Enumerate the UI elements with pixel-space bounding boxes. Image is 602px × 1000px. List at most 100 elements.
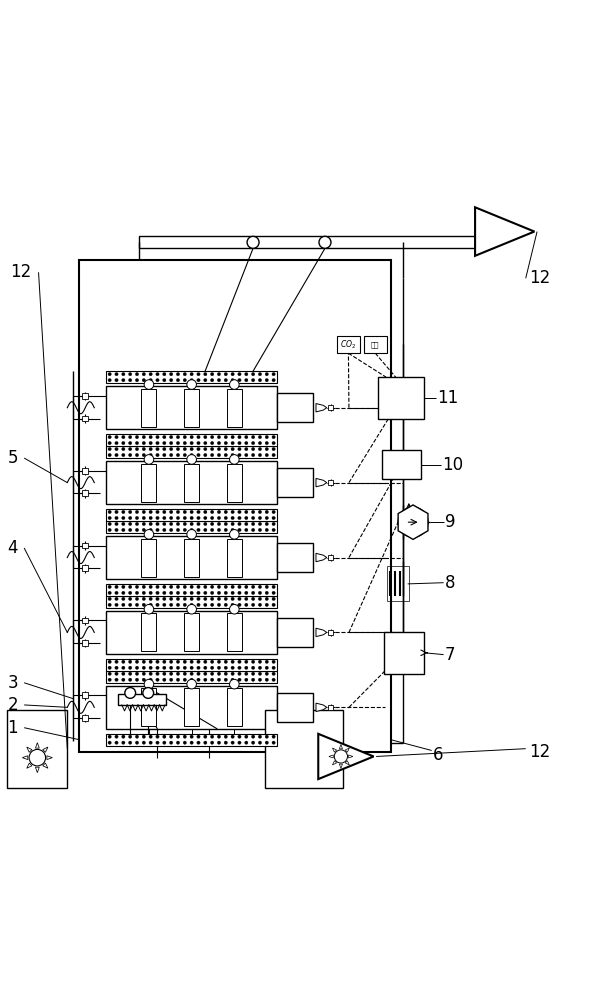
- Bar: [364, 336, 386, 353]
- Circle shape: [170, 597, 173, 601]
- Circle shape: [238, 441, 241, 445]
- Polygon shape: [345, 761, 349, 765]
- Circle shape: [217, 597, 221, 601]
- Circle shape: [211, 603, 214, 607]
- Circle shape: [163, 678, 166, 681]
- Bar: [184, 539, 199, 577]
- Bar: [329, 405, 334, 410]
- Bar: [82, 565, 88, 571]
- Circle shape: [211, 741, 214, 744]
- Circle shape: [135, 522, 138, 526]
- Polygon shape: [316, 703, 327, 712]
- Circle shape: [142, 522, 146, 526]
- Circle shape: [190, 522, 193, 526]
- Circle shape: [258, 678, 262, 681]
- Circle shape: [190, 678, 193, 681]
- Bar: [82, 543, 88, 548]
- Circle shape: [135, 741, 138, 744]
- Circle shape: [252, 528, 255, 532]
- Circle shape: [203, 378, 207, 382]
- Circle shape: [231, 372, 234, 376]
- Circle shape: [183, 666, 187, 669]
- Circle shape: [149, 660, 152, 663]
- Circle shape: [258, 522, 262, 526]
- Bar: [82, 618, 88, 623]
- Circle shape: [258, 741, 262, 744]
- Circle shape: [128, 378, 132, 382]
- Circle shape: [176, 372, 179, 376]
- Circle shape: [197, 666, 200, 669]
- Circle shape: [163, 378, 166, 382]
- Circle shape: [163, 672, 166, 675]
- Circle shape: [197, 372, 200, 376]
- Circle shape: [128, 528, 132, 532]
- Circle shape: [224, 660, 228, 663]
- Circle shape: [142, 597, 146, 601]
- Circle shape: [272, 378, 275, 382]
- Bar: [82, 715, 88, 721]
- Circle shape: [217, 603, 221, 607]
- Circle shape: [108, 741, 111, 744]
- Bar: [106, 461, 277, 504]
- Circle shape: [108, 510, 111, 514]
- Circle shape: [247, 236, 259, 248]
- Circle shape: [108, 453, 111, 457]
- Circle shape: [163, 447, 166, 451]
- Circle shape: [122, 672, 125, 675]
- Circle shape: [115, 372, 118, 376]
- Circle shape: [211, 735, 214, 738]
- Circle shape: [272, 678, 275, 681]
- Bar: [329, 630, 334, 635]
- Circle shape: [272, 735, 275, 738]
- Circle shape: [272, 522, 275, 526]
- Circle shape: [252, 372, 255, 376]
- Circle shape: [231, 528, 234, 532]
- Circle shape: [176, 378, 179, 382]
- Circle shape: [115, 672, 118, 675]
- Circle shape: [197, 741, 200, 744]
- Polygon shape: [26, 763, 32, 768]
- Circle shape: [217, 666, 221, 669]
- Circle shape: [190, 672, 193, 675]
- Bar: [337, 336, 360, 353]
- Circle shape: [163, 510, 166, 514]
- Bar: [106, 596, 277, 608]
- Circle shape: [238, 522, 241, 526]
- Circle shape: [272, 441, 275, 445]
- Circle shape: [258, 528, 262, 532]
- Circle shape: [224, 597, 228, 601]
- Bar: [106, 611, 277, 654]
- Circle shape: [149, 372, 152, 376]
- Bar: [329, 555, 334, 560]
- Circle shape: [142, 516, 146, 520]
- Circle shape: [183, 678, 187, 681]
- Polygon shape: [316, 553, 327, 562]
- Circle shape: [197, 378, 200, 382]
- Circle shape: [217, 522, 221, 526]
- Circle shape: [217, 591, 221, 595]
- Circle shape: [197, 447, 200, 451]
- Bar: [82, 393, 88, 399]
- Bar: [227, 389, 242, 427]
- Circle shape: [272, 597, 275, 601]
- Circle shape: [238, 447, 241, 451]
- Circle shape: [128, 666, 132, 669]
- Circle shape: [115, 447, 118, 451]
- Circle shape: [163, 741, 166, 744]
- Circle shape: [128, 453, 132, 457]
- Circle shape: [217, 378, 221, 382]
- Circle shape: [156, 672, 159, 675]
- Circle shape: [203, 510, 207, 514]
- Circle shape: [122, 660, 125, 663]
- Circle shape: [122, 453, 125, 457]
- Circle shape: [231, 603, 234, 607]
- Circle shape: [211, 435, 214, 439]
- Circle shape: [229, 530, 239, 539]
- Circle shape: [217, 528, 221, 532]
- Circle shape: [176, 741, 179, 744]
- Circle shape: [122, 516, 125, 520]
- Circle shape: [203, 453, 207, 457]
- Circle shape: [176, 585, 179, 589]
- Circle shape: [115, 528, 118, 532]
- Circle shape: [128, 660, 132, 663]
